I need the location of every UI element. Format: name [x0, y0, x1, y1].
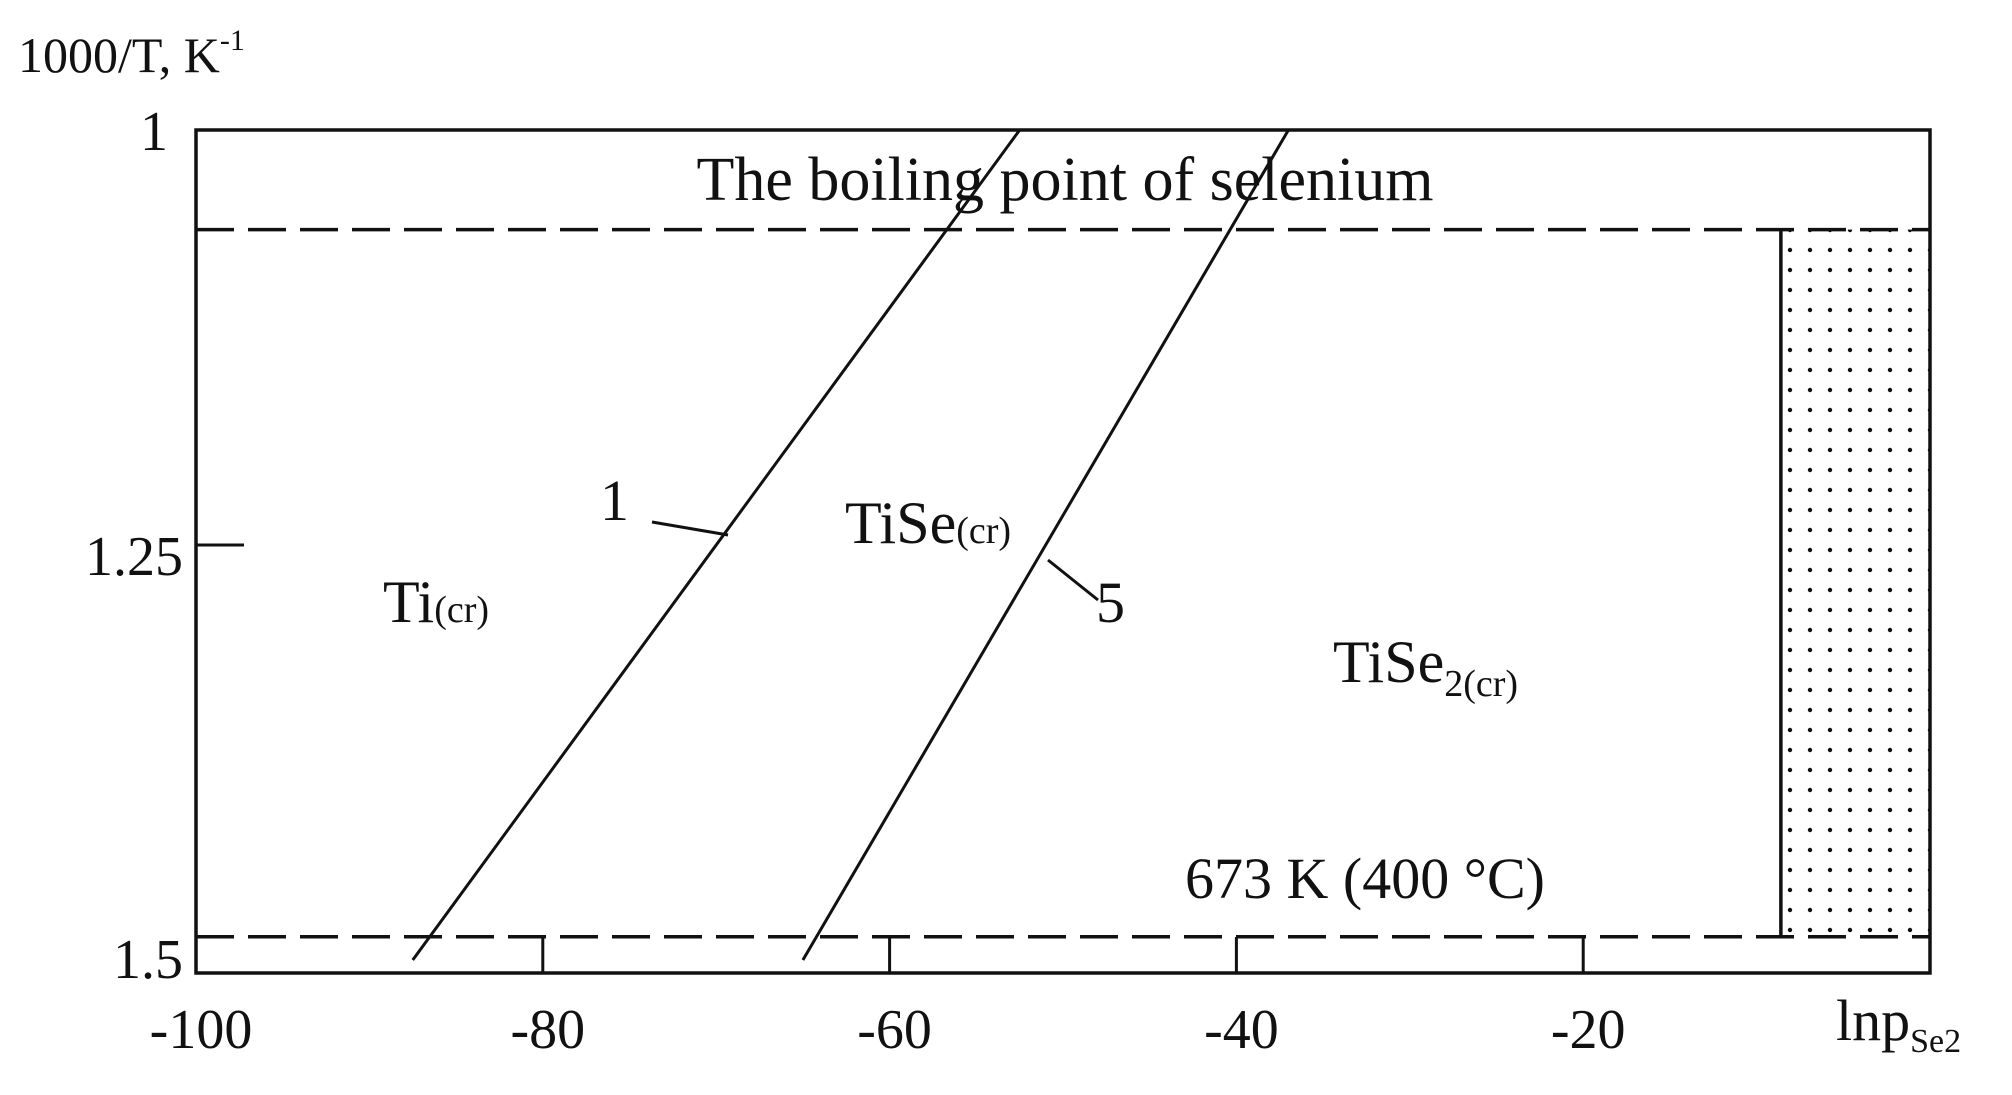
series-label-5-leader: [1047, 558, 1099, 602]
shaded-region: [1780, 229, 1930, 937]
x-axis-title: lnpSe2: [1836, 988, 1961, 1060]
series-label-1: 1: [600, 468, 629, 533]
boiling-point-label: The boiling point of selenium: [696, 146, 1433, 214]
series-label-1-leader: [651, 520, 729, 537]
series-label-5: 5: [1096, 570, 1125, 635]
x-tick-label: -80: [510, 999, 585, 1061]
plot-frame: [194, 128, 1932, 975]
y-axis-title: 1000/T, K-1: [18, 24, 245, 83]
region-label-tise2: TiSe2(cr): [1333, 629, 1518, 705]
x-tick-label: -40: [1204, 999, 1279, 1061]
region-label-tise: TiSe(cr): [845, 490, 1011, 556]
y-tick-label: 1: [140, 101, 168, 163]
y-tick-label: 1.5: [113, 929, 183, 991]
temperature-673k-label: 673 K (400 °C): [1185, 846, 1545, 911]
series-line-1: [411, 129, 1021, 961]
x-tick-label: -20: [1551, 999, 1626, 1061]
y-tick-label: 1.25: [85, 526, 183, 588]
x-tick-label: -60: [857, 999, 932, 1061]
x-tick-label: -100: [150, 999, 253, 1061]
region-label-ti: Ti(cr): [383, 569, 489, 635]
series-line-5: [801, 129, 1290, 961]
